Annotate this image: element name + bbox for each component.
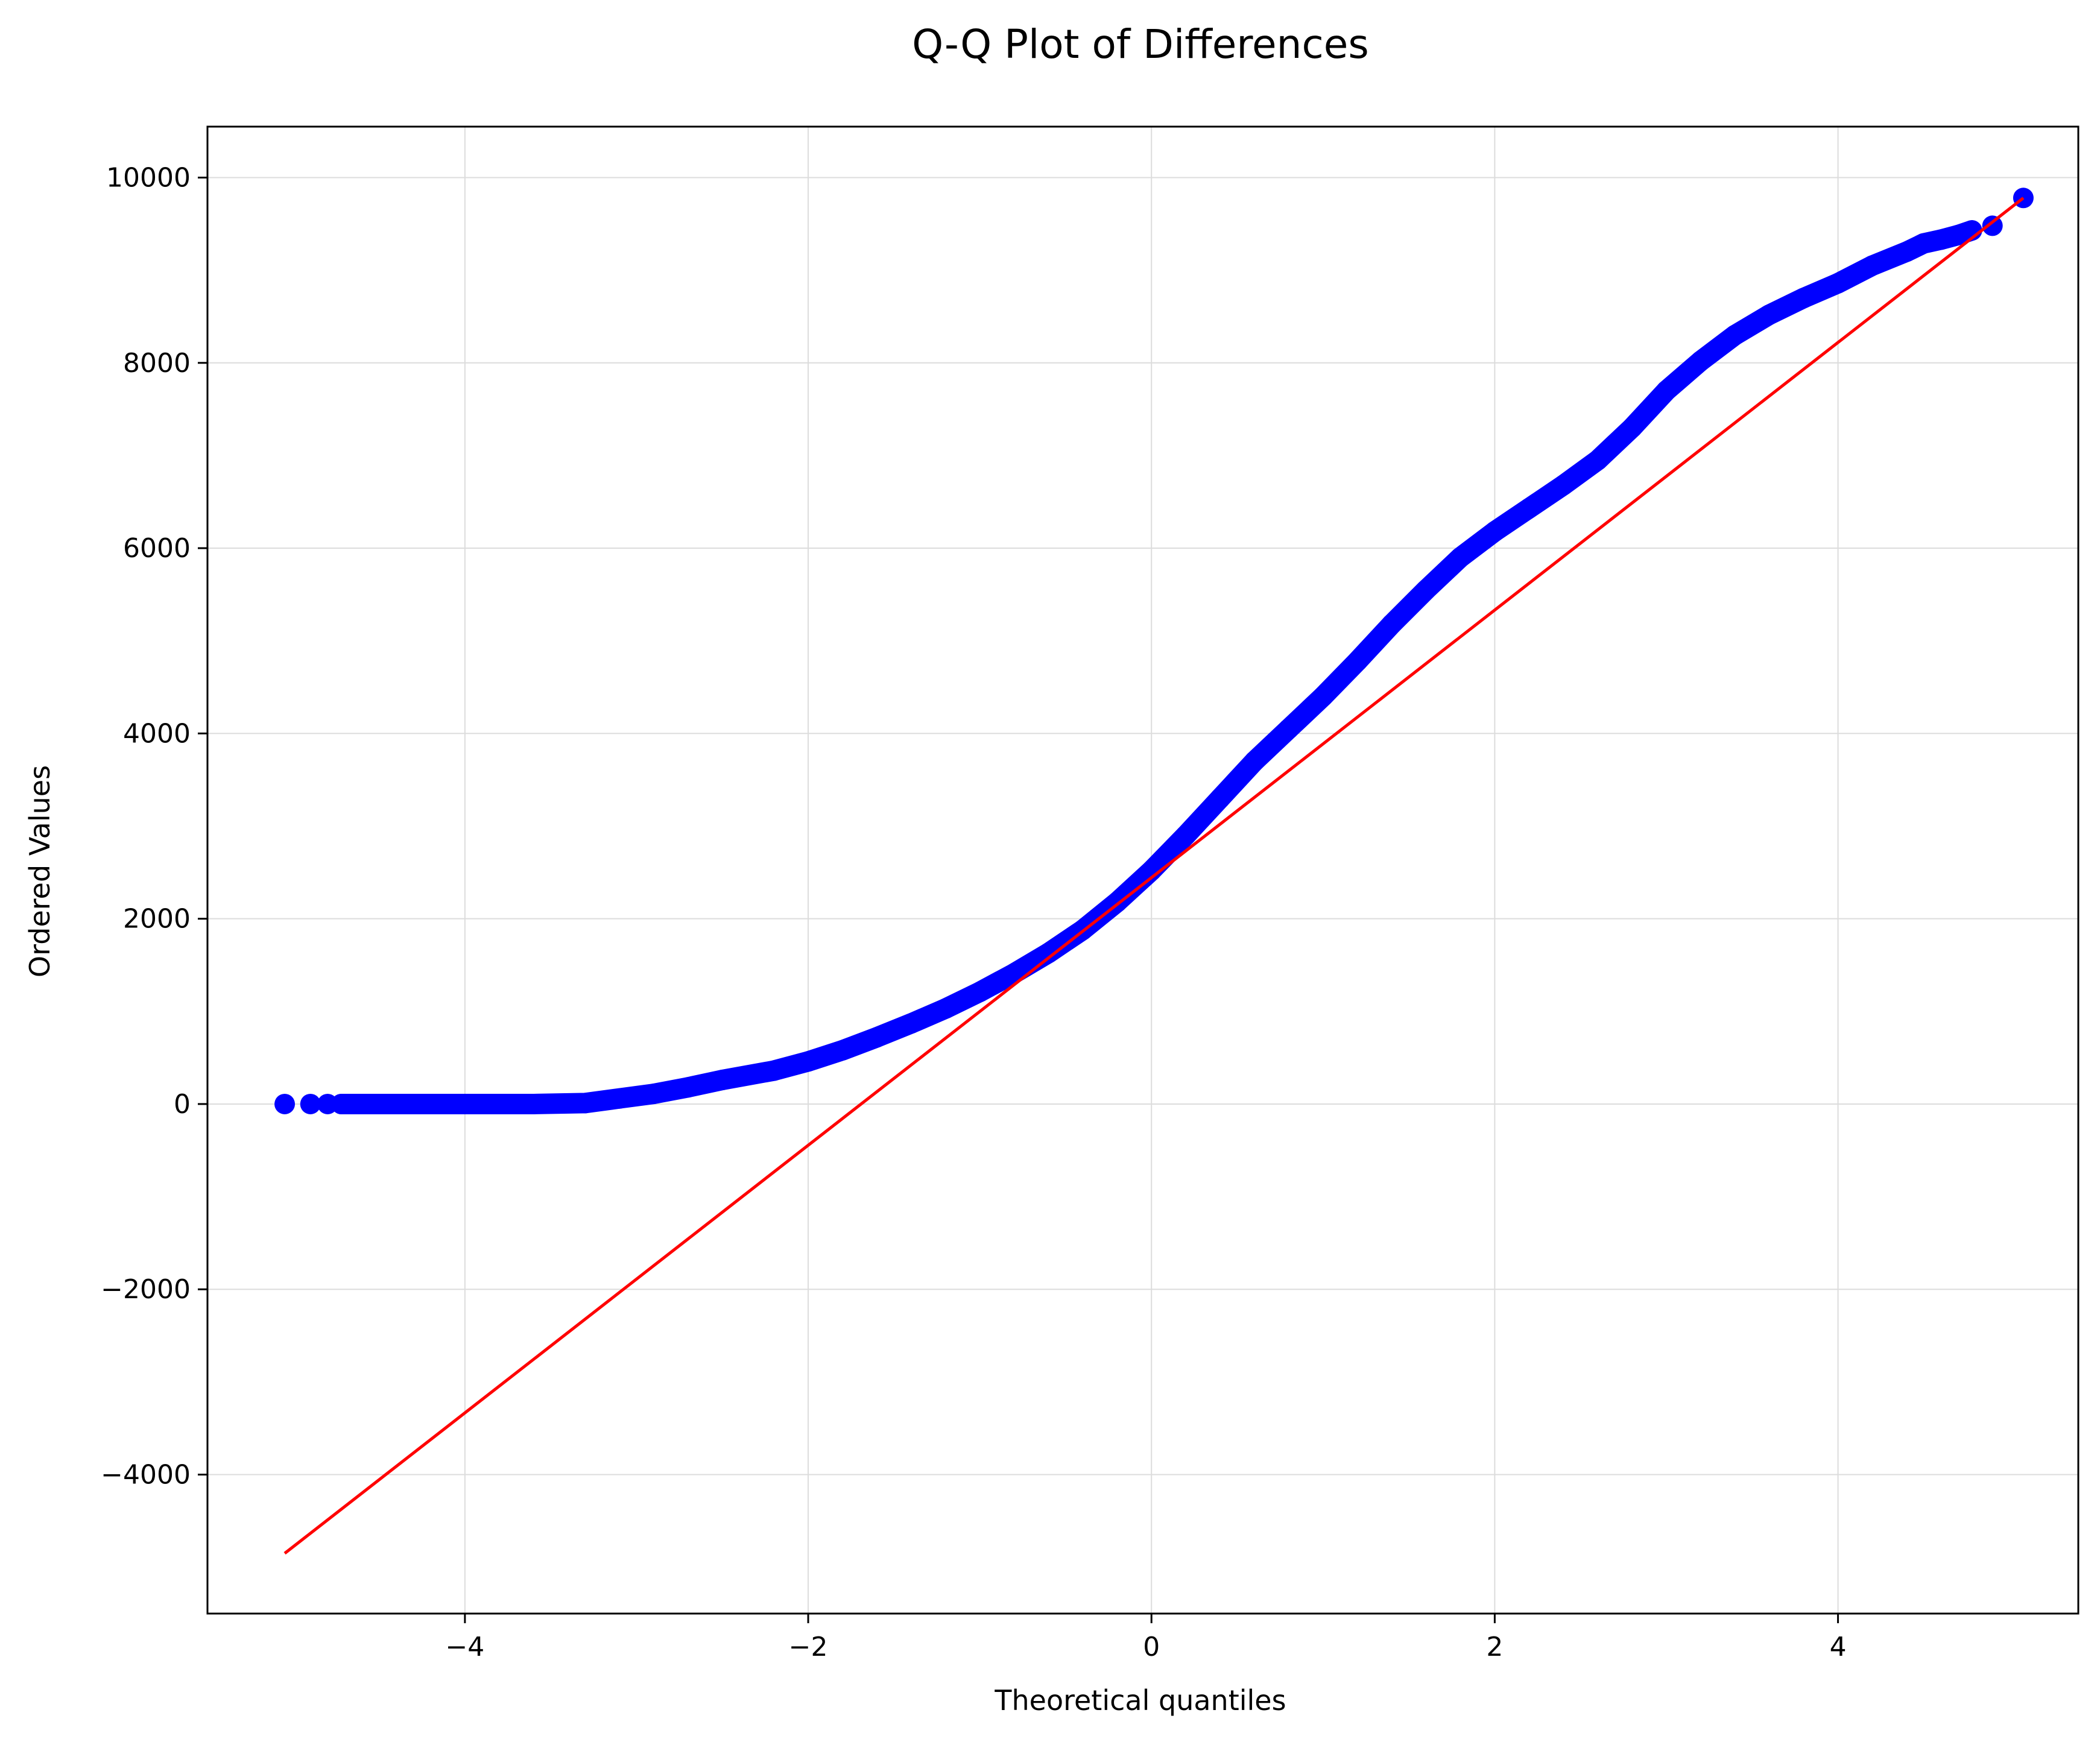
y-tick-label: 10000 xyxy=(106,163,191,194)
sample-point xyxy=(1038,942,1059,964)
chart-title: Q-Q Plot of Differences xyxy=(912,21,1369,68)
sample-point xyxy=(1141,860,1162,881)
sample-point xyxy=(832,1040,853,1061)
sample-point xyxy=(386,1093,407,1114)
sample-point xyxy=(1827,273,1849,294)
sample-point xyxy=(1793,288,1814,309)
sample-point xyxy=(1896,241,1917,262)
sample-point xyxy=(1484,521,1505,542)
sample-point xyxy=(1381,614,1402,635)
x-tick-label: 0 xyxy=(1143,1632,1160,1662)
y-tick-label: −4000 xyxy=(101,1460,191,1491)
x-tick-label: 2 xyxy=(1486,1632,1503,1662)
sample-point xyxy=(454,1093,475,1114)
sample-point xyxy=(1759,304,1780,325)
sample-point xyxy=(1244,751,1265,772)
sample-point xyxy=(1622,417,1643,438)
y-tick-label: 8000 xyxy=(123,348,191,379)
sample-point xyxy=(1913,233,1934,254)
sample-point xyxy=(712,1070,733,1091)
sample-point xyxy=(1312,686,1333,707)
sample-point xyxy=(352,1093,373,1114)
axis-ticks: −4 −2 0 2 4 −4000 −2000 0 2000 4000 6000 8000 10000 xyxy=(101,163,1846,1662)
x-tick-label: −2 xyxy=(789,1632,828,1662)
sample-point xyxy=(1278,718,1299,739)
sample-point xyxy=(1450,547,1471,568)
sample-point xyxy=(1690,350,1711,371)
sample-point xyxy=(1347,651,1368,672)
sample-point xyxy=(1862,255,1883,276)
sample-point xyxy=(575,1093,596,1114)
y-tick-label: −2000 xyxy=(101,1274,191,1305)
sample-point xyxy=(523,1093,544,1114)
sample-point xyxy=(1210,787,1231,809)
sample-point xyxy=(798,1051,819,1072)
sample-point xyxy=(969,982,990,1003)
sample-point xyxy=(1175,825,1197,846)
sample-point xyxy=(764,1060,785,1081)
y-tick-label: 6000 xyxy=(123,533,191,564)
sample-point xyxy=(1553,475,1574,496)
sample-point xyxy=(1004,963,1025,984)
sample-point xyxy=(1982,215,2003,236)
sample-point xyxy=(609,1088,630,1109)
y-tick-label: 4000 xyxy=(123,718,191,749)
plot-area-frame xyxy=(206,125,2079,1615)
x-tick-label: 4 xyxy=(1830,1632,1847,1662)
sample-point xyxy=(1724,324,1745,346)
sample-point xyxy=(935,998,956,1019)
sample-point xyxy=(300,1093,321,1114)
sample-point xyxy=(1931,229,1952,250)
fit-line xyxy=(283,197,2025,1555)
sample-point xyxy=(866,1027,887,1048)
y-tick-label: 0 xyxy=(174,1089,191,1120)
data-layer xyxy=(274,188,2034,1555)
y-tick-label: 2000 xyxy=(123,904,191,935)
y-axis-label: Ordered Values xyxy=(24,765,56,977)
sample-point xyxy=(1519,498,1540,519)
sample-point xyxy=(1656,380,1677,401)
sample-point xyxy=(900,1013,922,1034)
x-axis-label: Theoretical quantiles xyxy=(994,1684,1286,1717)
sample-point xyxy=(274,1093,296,1114)
sample-point xyxy=(1415,579,1437,601)
sample-point xyxy=(677,1077,698,1098)
grid-lines xyxy=(207,127,2078,1614)
sample-point xyxy=(1587,450,1608,471)
x-tick-label: −4 xyxy=(445,1632,484,1662)
sample-point xyxy=(643,1084,664,1105)
sample-point xyxy=(330,1093,352,1114)
